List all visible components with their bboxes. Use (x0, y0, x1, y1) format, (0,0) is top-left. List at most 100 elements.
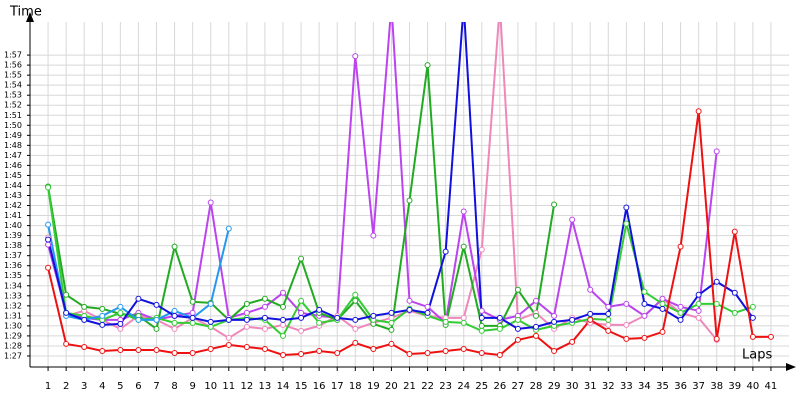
data-point (243, 343, 250, 350)
data-point (81, 316, 88, 323)
y-tick-label: 1:41 (4, 211, 22, 220)
y-tick-label: 1:28 (4, 341, 22, 350)
data-point (677, 243, 684, 250)
x-tick-label: 8 (171, 381, 177, 392)
data-point (424, 303, 431, 310)
data-point (623, 300, 630, 307)
data-point (569, 316, 576, 323)
data-point (298, 327, 305, 334)
x-tick-label: 5 (117, 381, 123, 392)
data-point (677, 303, 684, 310)
y-tick-label: 1:30 (4, 321, 22, 330)
data-point (496, 314, 503, 321)
x-tick-label: 30 (566, 381, 579, 392)
x-tick-label: 39 (728, 381, 741, 392)
data-point (478, 314, 485, 321)
data-point (406, 297, 413, 304)
data-point (207, 323, 214, 330)
data-point (352, 316, 359, 323)
data-point (207, 345, 214, 352)
data-point (623, 335, 630, 342)
y-tick-label: 1:27 (4, 351, 22, 360)
data-point (63, 309, 70, 316)
y-tick-label: 1:53 (4, 91, 22, 100)
x-tick-label: 3 (81, 381, 87, 392)
x-tick-label: 20 (385, 381, 398, 392)
data-point (497, 2, 502, 7)
data-point (135, 346, 142, 353)
data-point (153, 316, 160, 323)
data-point (695, 108, 702, 115)
data-point (243, 316, 250, 323)
y-tick-label: 1:56 (4, 61, 22, 70)
data-point (207, 199, 214, 206)
data-point (551, 201, 558, 208)
data-point (298, 297, 305, 304)
data-point (514, 316, 521, 323)
data-point (81, 303, 88, 310)
data-point (316, 306, 323, 313)
x-tick-label: 16 (313, 381, 326, 392)
data-point (352, 325, 359, 332)
data-point (334, 314, 341, 321)
y-tick-label: 1:52 (4, 101, 22, 110)
x-tick-label: 6 (135, 381, 141, 392)
data-point (767, 333, 774, 340)
data-point (63, 340, 70, 347)
data-point (605, 316, 612, 323)
data-point (117, 320, 124, 327)
y-tick-label: 1:55 (4, 71, 22, 80)
data-point (135, 316, 142, 323)
y-tick-label: 1:40 (4, 221, 22, 230)
data-point (695, 314, 702, 321)
data-point (280, 316, 286, 323)
x-tick-label: 37 (692, 381, 705, 392)
data-point (298, 309, 305, 316)
data-point (659, 328, 666, 335)
x-tick-label: 4 (99, 381, 105, 392)
x-tick-label: 13 (259, 381, 272, 392)
data-point (261, 303, 268, 310)
x-tick-label: 34 (638, 381, 651, 392)
data-point (731, 289, 738, 296)
data-point (334, 349, 341, 356)
data-point (605, 321, 612, 328)
x-tick-label: 35 (656, 381, 669, 392)
data-point (280, 303, 286, 310)
data-point (225, 225, 232, 232)
y-tick-label: 1:43 (4, 191, 22, 200)
x-tick-label: 29 (548, 381, 561, 392)
data-point (261, 325, 268, 332)
data-point (153, 325, 160, 332)
data-point (388, 309, 395, 316)
x-tick-label: 10 (204, 381, 217, 392)
data-point (731, 309, 738, 316)
x-tick-label: 22 (421, 381, 434, 392)
x-tick-label: 38 (710, 381, 723, 392)
data-point (442, 248, 449, 255)
data-point (659, 295, 666, 302)
data-point (45, 264, 52, 271)
x-tick-label: 19 (367, 381, 380, 392)
data-point (569, 216, 576, 223)
y-tick-label: 1:32 (4, 301, 22, 310)
data-point (460, 208, 467, 215)
data-point (551, 312, 558, 319)
data-point (63, 291, 70, 298)
data-point (551, 347, 558, 354)
data-point (45, 241, 52, 248)
data-point (533, 332, 539, 339)
data-point (153, 346, 160, 353)
data-point (99, 312, 106, 319)
data-point (569, 338, 576, 345)
data-point (280, 332, 286, 339)
x-tick-label: 24 (457, 381, 470, 392)
data-point (605, 310, 612, 317)
data-point (623, 321, 630, 328)
x-tick-label: 25 (475, 381, 488, 392)
x-tick-label: 32 (602, 381, 615, 392)
data-point (280, 321, 286, 328)
x-tick-label: 28 (530, 381, 543, 392)
data-point (370, 312, 377, 319)
data-point (749, 314, 756, 321)
